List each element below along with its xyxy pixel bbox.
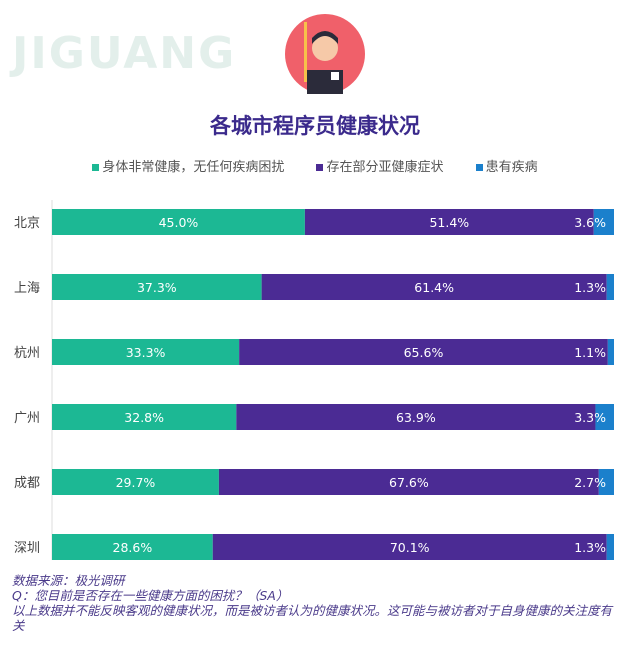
- category-label: 杭州: [14, 346, 40, 361]
- legend-item-ill: 患有疾病: [475, 156, 538, 175]
- bar-segment: [598, 469, 614, 495]
- legend-item-healthy: 身体非常健康，无任何疾病困扰: [92, 156, 284, 175]
- category-label: 北京: [14, 216, 40, 231]
- legend-label: 身体非常健康，无任何疾病困扰: [102, 160, 285, 175]
- data-label: 3.6%: [574, 215, 606, 230]
- bar-segment: [606, 534, 614, 560]
- bar-segment: [52, 209, 305, 235]
- bar-segment: [52, 404, 237, 430]
- bar-segment: [595, 404, 614, 430]
- data-label: 51.4%: [429, 215, 469, 230]
- category-label: 成都: [14, 476, 40, 491]
- bar-segment: [52, 469, 219, 495]
- note-text: 以上数据并不能反映客观的健康状况，而是被访者认为的健康状况。这可能与被访者对于自…: [12, 603, 613, 633]
- data-label: 3.3%: [574, 410, 606, 425]
- data-label: 45.0%: [159, 215, 199, 230]
- bar-segment: [304, 209, 594, 235]
- data-label: 28.6%: [113, 540, 153, 555]
- bar-segment: [261, 274, 607, 300]
- bar-segment: [239, 339, 608, 365]
- bar-segment: [236, 404, 596, 430]
- data-label: 2.7%: [574, 475, 606, 490]
- bar-segment: [52, 339, 240, 365]
- legend-item-sub-health: 存在部分亚健康症状: [316, 156, 444, 175]
- source-text: 数据来源：极光调研: [12, 573, 125, 588]
- data-label: 32.8%: [124, 410, 164, 425]
- category-label: 广州: [14, 411, 40, 426]
- chart-title: 各城市程序员健康状况: [210, 114, 420, 138]
- data-label: 70.1%: [390, 540, 430, 555]
- data-label: 37.3%: [137, 280, 177, 295]
- programmer-avatar-icon: [285, 14, 365, 94]
- legend: 身体非常健康，无任何疾病困扰 存在部分亚健康症状 患有疾病: [0, 156, 630, 175]
- data-label: 67.6%: [389, 475, 429, 490]
- data-label: 1.3%: [574, 540, 606, 555]
- data-label: 1.1%: [574, 345, 606, 360]
- data-label: 1.3%: [574, 280, 606, 295]
- data-label: 33.3%: [126, 345, 166, 360]
- question-text: Q：您目前是否存在一些健康方面的困扰？（SA）: [12, 588, 289, 603]
- legend-label: 存在部分亚健康症状: [326, 160, 444, 175]
- bar-segment: [218, 469, 599, 495]
- bar-segment: [593, 209, 614, 235]
- data-label: 61.4%: [414, 280, 454, 295]
- data-label: 65.6%: [404, 345, 444, 360]
- bar-segment: [52, 274, 262, 300]
- watermark-logo: JIGUANG: [12, 28, 237, 79]
- legend-label: 患有疾病: [485, 160, 538, 175]
- stacked-bar-chart: 北京 45.0% 51.4% 3.6% 上海 37.3% 61.4% 1.3% 杭州 33.3% 6…: [14, 200, 614, 560]
- bar-segment: [52, 534, 213, 560]
- footer-notes: 数据来源：极光调研 Q：您目前是否存在一些健康方面的困扰？（SA） 以上数据并不…: [12, 573, 622, 633]
- bar-segment: [212, 534, 607, 560]
- category-label: 深圳: [14, 541, 40, 556]
- data-label: 29.7%: [116, 475, 156, 490]
- category-label: 上海: [14, 281, 40, 296]
- bar-segment: [607, 339, 614, 365]
- data-label: 63.9%: [396, 410, 436, 425]
- bar-segment: [606, 274, 614, 300]
